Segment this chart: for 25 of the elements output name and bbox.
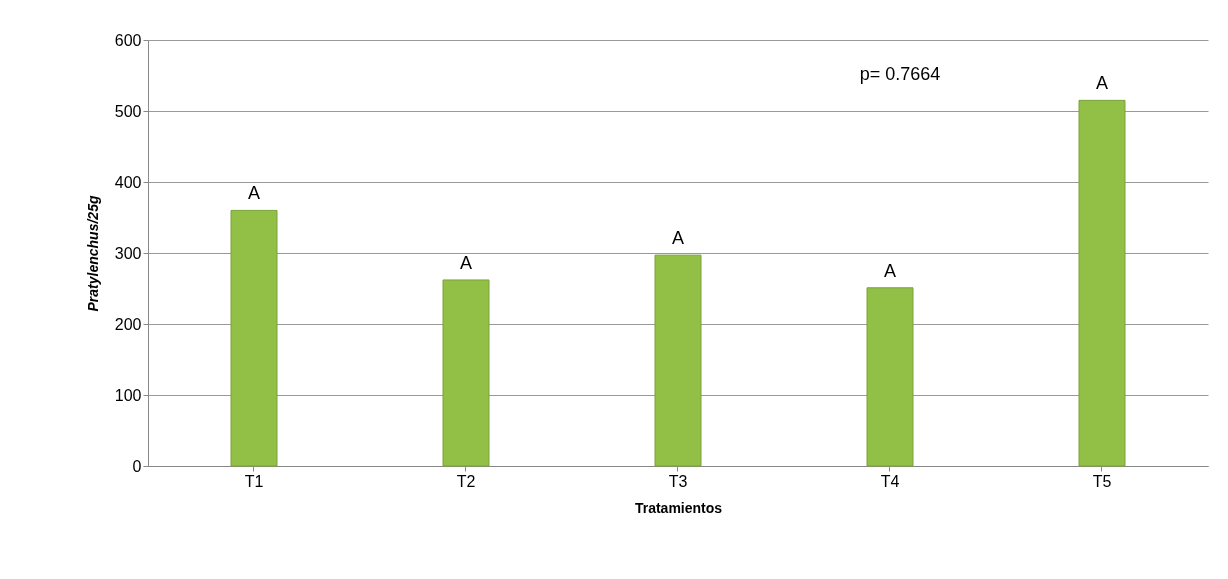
x-tick-label: T4 — [880, 472, 900, 490]
annotation: p= 0.7664 — [859, 64, 941, 84]
y-tick-label: 0 — [132, 457, 142, 475]
y-axis-title: Pratylenchus/25g — [84, 195, 101, 312]
y-tick-label: 100 — [114, 386, 142, 404]
bar — [654, 254, 702, 467]
y-tick-label: 600 — [114, 31, 142, 49]
bar — [866, 287, 914, 467]
annotation: A — [1095, 73, 1109, 94]
y-tick-label: 400 — [114, 173, 142, 191]
annotation: A — [459, 252, 473, 273]
bar — [230, 209, 278, 467]
y-tick-label: 300 — [114, 244, 142, 262]
bar — [1078, 99, 1126, 467]
x-tick-label: T3 — [668, 472, 688, 490]
y-tick-label: 500 — [114, 102, 142, 120]
annotation: A — [247, 183, 261, 204]
x-tick-label: T1 — [244, 472, 264, 490]
x-tick-label: T5 — [1092, 472, 1112, 490]
y-tick-label: 200 — [114, 315, 142, 333]
annotation: A — [883, 260, 897, 281]
x-tick-label: T2 — [456, 472, 476, 490]
x-axis-title: Tratamientos — [634, 499, 723, 516]
annotation: A — [671, 228, 685, 249]
bar — [442, 279, 490, 467]
